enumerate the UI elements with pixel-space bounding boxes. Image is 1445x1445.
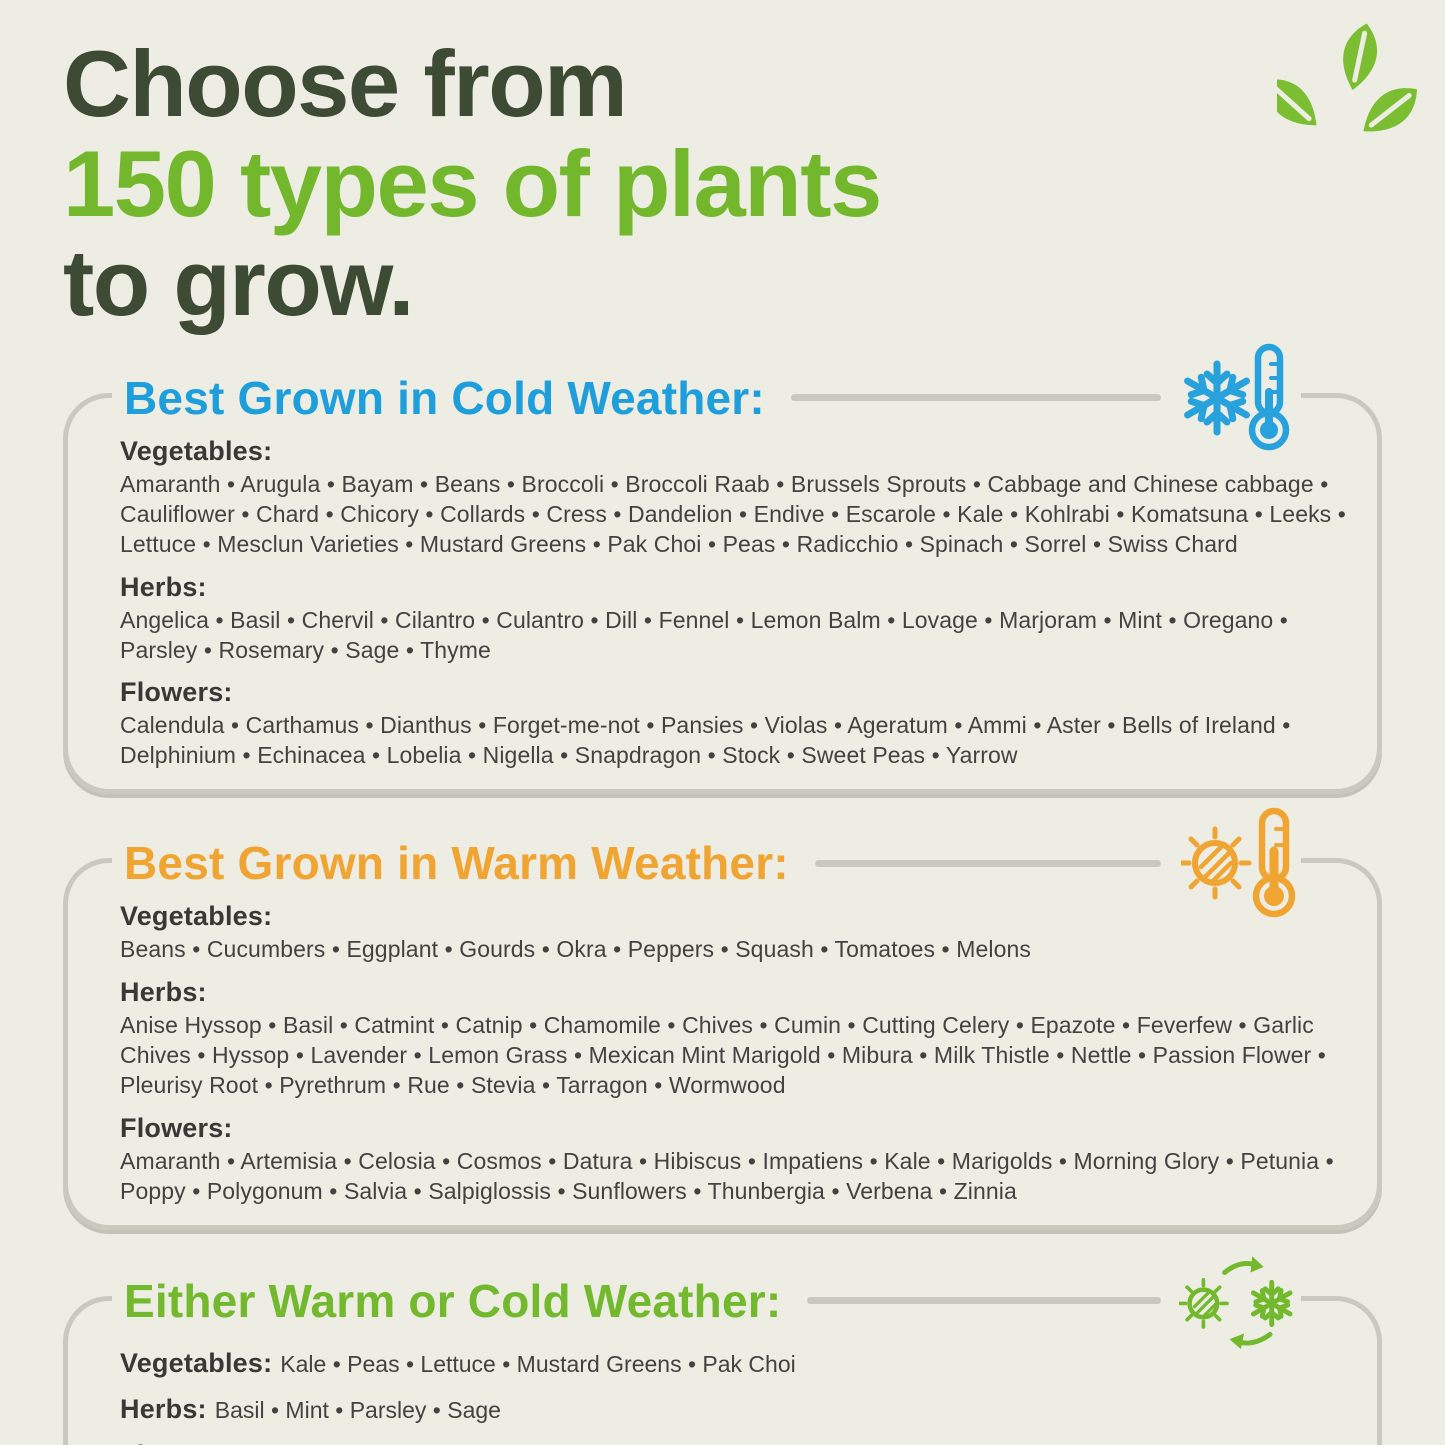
section-warm-title: Best Grown in Warm Weather: (124, 837, 789, 890)
section-warm-header: Best Grown in Warm Weather: (112, 808, 1301, 918)
section-either-header: Either Warm or Cold Weather: (112, 1256, 1301, 1349)
group-label-flowers: Flowers: (120, 677, 233, 708)
sun-thermometer-icon (1179, 806, 1301, 920)
group-vegetables: Vegetables: Kale • Peas • Lettuce • Musta… (120, 1346, 1347, 1381)
snowflake-thermometer-icon (1179, 341, 1301, 455)
group-label-vegetables: Vegetables: (120, 1347, 273, 1378)
section-cold-title: Best Grown in Cold Weather: (124, 371, 765, 424)
sun-snowflake-cycle-icon (1179, 1244, 1301, 1358)
plant-list-herbs: Basil • Mint • Parsley • Sage (214, 1396, 501, 1423)
plant-list-herbs: Angelica • Basil • Chervil • Cilantro • … (120, 606, 1288, 663)
group-label-herbs: Herbs: (120, 977, 207, 1008)
page-title: Choose from 150 types of plants to grow. (0, 0, 1445, 333)
group-vegetables: Vegetables: Amaranth • Arugula • Bayam •… (120, 436, 1347, 560)
group-flowers: Flowers: Amaranth • Artemisia • Celosia … (120, 1113, 1347, 1207)
plant-list-vegetables: Kale • Peas • Lettuce • Mustard Greens •… (280, 1350, 796, 1377)
group-label-vegetables: Vegetables: (120, 435, 273, 466)
group-flowers: Flowers: Sunflowers • Marigolds • Nasturt… (120, 1438, 1347, 1445)
header-rule (814, 859, 1161, 867)
page-title-line3: to grow. (63, 230, 415, 336)
group-label-vegetables: Vegetables: (120, 901, 273, 932)
group-herbs: Herbs: Anise Hyssop • Basil • Catmint • … (120, 977, 1347, 1101)
group-herbs: Herbs: Basil • Mint • Parsley • Sage (120, 1392, 1347, 1427)
section-warm-weather: Best Grown in Warm Weather: (63, 808, 1382, 1230)
leaves-icon (1265, 20, 1418, 150)
section-cold-weather: Best Grown in Cold Weather: (63, 343, 1382, 795)
plant-list-flowers: Calendula • Carthamus • Dianthus • Forge… (120, 712, 1291, 769)
header-rule (790, 394, 1161, 402)
plant-list-flowers: Sunflowers • Marigolds • Nasturtiums • Z… (241, 1443, 702, 1445)
page-title-line2: 150 types of plants (63, 130, 882, 236)
section-cold-header: Best Grown in Cold Weather: (112, 343, 1301, 451)
plant-list-herbs: Anise Hyssop • Basil • Catmint • Catnip … (120, 1012, 1326, 1099)
group-flowers: Flowers: Calendula • Carthamus • Dianthu… (120, 677, 1347, 771)
plant-list-vegetables: Amaranth • Arugula • Bayam • Beans • Bro… (120, 470, 1346, 557)
group-label-flowers: Flowers: (120, 1112, 233, 1143)
page-title-line1: Choose from (63, 31, 628, 136)
group-label-flowers: Flowers: (120, 1440, 233, 1445)
section-either-weather: Either Warm or Cold Weather: (63, 1256, 1382, 1445)
group-herbs: Herbs: Angelica • Basil • Chervil • Cila… (120, 572, 1347, 666)
group-label-herbs: Herbs: (120, 571, 207, 602)
plant-list-flowers: Amaranth • Artemisia • Celosia • Cosmos … (120, 1147, 1334, 1204)
plant-list-vegetables: Beans • Cucumbers • Eggplant • Gourds • … (120, 936, 1031, 963)
group-label-herbs: Herbs: (120, 1393, 207, 1424)
group-vegetables: Vegetables: Beans • Cucumbers • Eggplant… (120, 901, 1347, 965)
section-either-title: Either Warm or Cold Weather: (124, 1274, 782, 1327)
header-rule (807, 1297, 1161, 1305)
